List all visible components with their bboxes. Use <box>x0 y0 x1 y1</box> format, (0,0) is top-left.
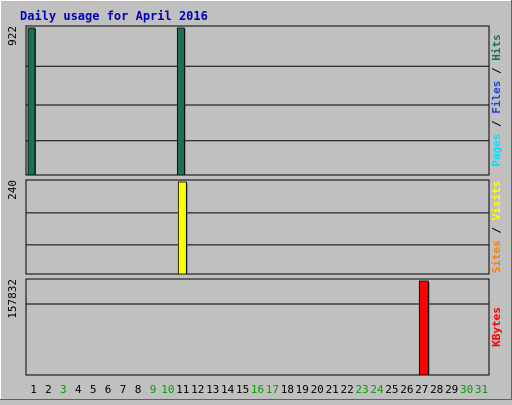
panel-frame <box>25 278 490 376</box>
x-tick-label: 23 <box>355 383 368 396</box>
x-tick-label: 1 <box>30 383 37 396</box>
x-tick-label: 20 <box>311 383 324 396</box>
y-max-label: 240 <box>6 180 19 200</box>
x-tick-label: 14 <box>221 383 235 396</box>
x-tick-label: 22 <box>340 383 353 396</box>
legend-part: Files <box>490 81 503 114</box>
legend-part: Hits <box>490 34 503 61</box>
x-tick-label: 19 <box>296 383 309 396</box>
x-tick-label: 25 <box>385 383 398 396</box>
x-tick-label: 13 <box>206 383 219 396</box>
legend-part: / <box>490 114 503 134</box>
bar-hits <box>27 27 36 176</box>
chart-title: Daily usage for April 2016 <box>20 9 208 23</box>
legend-part: KBytes <box>490 307 503 347</box>
x-tick-label: 3 <box>60 383 67 396</box>
x-tick-label: 29 <box>445 383 458 396</box>
x-tick-label: 27 <box>415 383 428 396</box>
y-max-label: 922 <box>6 26 19 46</box>
x-tick-label: 28 <box>430 383 443 396</box>
x-tick-label: 10 <box>161 383 174 396</box>
x-tick-label: 31 <box>475 383 488 396</box>
bar-visits <box>177 181 187 275</box>
bar-hits <box>176 27 185 176</box>
bar-kbytes <box>418 280 429 376</box>
x-tick-label: 7 <box>120 383 127 396</box>
x-tick-label: 6 <box>105 383 112 396</box>
panel-frame <box>25 179 490 275</box>
x-tick-label: 26 <box>400 383 413 396</box>
x-tick-label: 18 <box>281 383 294 396</box>
x-tick-label: 12 <box>191 383 204 396</box>
legend-part: Pages <box>490 134 503 167</box>
x-tick-label: 5 <box>90 383 97 396</box>
y-max-label: 157832 <box>6 279 19 319</box>
x-tick-label: 8 <box>135 383 142 396</box>
panel-legend: KBytes <box>490 307 503 347</box>
legend-part: Visits <box>490 181 503 221</box>
legend-part: Sites <box>490 240 503 273</box>
x-tick-label: 17 <box>266 383 279 396</box>
panel-legend: Pages / Files / Hits <box>490 34 503 167</box>
panel-legend: Sites / Visits <box>490 181 503 274</box>
x-tick-label: 2 <box>45 383 52 396</box>
x-tick-label: 4 <box>75 383 82 396</box>
x-tick-label: 21 <box>326 383 339 396</box>
x-tick-label: 30 <box>460 383 473 396</box>
legend-part: / <box>490 61 503 81</box>
x-tick-label: 15 <box>236 383 249 396</box>
x-tick-label: 9 <box>150 383 157 396</box>
x-tick-label: 11 <box>176 383 189 396</box>
x-tick-label: 24 <box>370 383 384 396</box>
x-tick-label: 16 <box>251 383 264 396</box>
legend-part: / <box>490 220 503 240</box>
panel-frame <box>25 25 490 176</box>
